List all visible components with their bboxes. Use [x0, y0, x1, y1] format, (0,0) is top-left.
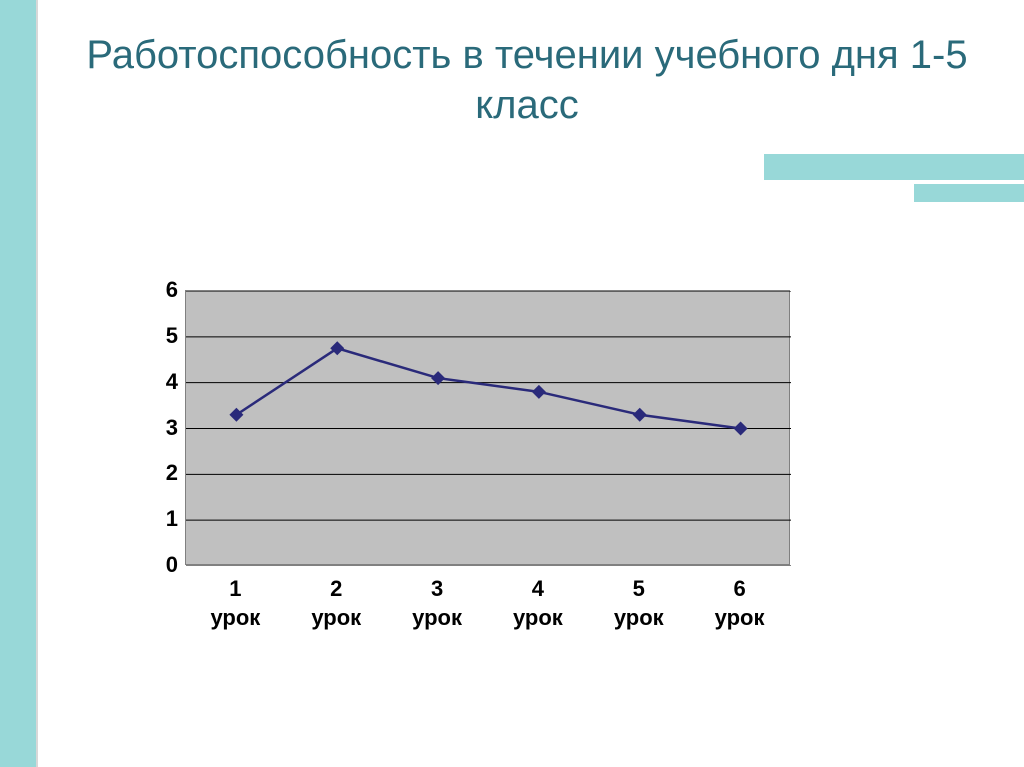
- chart-marker: [330, 341, 344, 355]
- y-axis-label: 4: [150, 369, 178, 395]
- y-axis-label: 6: [150, 277, 178, 303]
- x-axis-label: 4урок: [488, 575, 588, 632]
- chart-plot-area: [185, 290, 790, 565]
- x-axis-label: 2урок: [286, 575, 386, 632]
- y-axis-label: 2: [150, 460, 178, 486]
- chart-line: [236, 348, 740, 428]
- chart-marker: [229, 408, 243, 422]
- x-axis-label: 5урок: [589, 575, 689, 632]
- x-axis-label: 6урок: [690, 575, 790, 632]
- y-axis-label: 5: [150, 323, 178, 349]
- slide: Работоспособность в течении учебного дня…: [0, 0, 1024, 767]
- chart-marker: [532, 385, 546, 399]
- y-axis-label: 3: [150, 415, 178, 441]
- line-chart: 0123456 1урок2урок3урок4урок5урок6урок: [150, 290, 790, 600]
- y-axis-label: 0: [150, 552, 178, 578]
- chart-marker: [633, 408, 647, 422]
- y-axis-label: 1: [150, 506, 178, 532]
- x-axis-label: 1урок: [185, 575, 285, 632]
- top-accent-bar-2: [914, 184, 1024, 202]
- chart-svg: [186, 291, 791, 566]
- left-accent-bar: [0, 0, 38, 767]
- top-accent-bar-1: [764, 154, 1024, 180]
- chart-marker: [734, 422, 748, 436]
- slide-title: Работоспособность в течении учебного дня…: [60, 30, 994, 130]
- x-axis-label: 3урок: [387, 575, 487, 632]
